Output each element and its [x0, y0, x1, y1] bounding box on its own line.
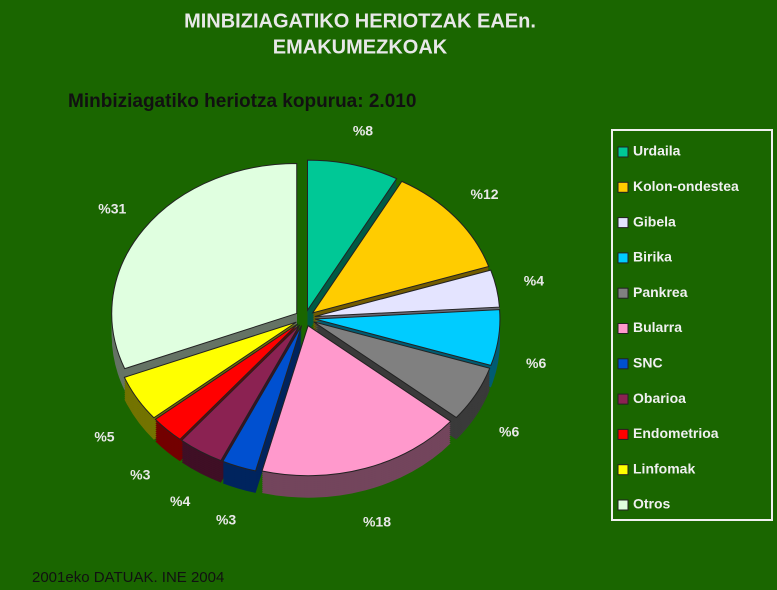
legend-label: Otros	[633, 496, 671, 512]
footer: 2001eko DATUAK. INE 2004	[32, 569, 224, 586]
chart-title: MINBIZIAGATIKO HERIOTZAK EAEn.	[184, 10, 536, 32]
legend-label: Linfomak	[633, 460, 695, 476]
legend-swatch	[617, 287, 629, 299]
legend-swatch	[617, 181, 629, 193]
chart-title: EMAKUMEZKOAK	[273, 36, 448, 58]
legend-swatch	[617, 358, 629, 370]
legend-swatch	[617, 393, 629, 405]
slice	[314, 309, 501, 366]
slice	[123, 321, 297, 419]
data-label: %3	[216, 511, 236, 527]
data-label: %5	[94, 428, 114, 444]
data-label: %6	[526, 355, 546, 371]
legend-box	[611, 129, 773, 521]
legend-label: Birika	[633, 249, 672, 265]
legend-swatch	[617, 323, 629, 334]
legend-label: Bularra	[633, 319, 682, 335]
legend-label: Pankrea	[633, 284, 688, 300]
legend-label: Endometrioa	[633, 425, 719, 441]
data-label: %3	[130, 467, 150, 483]
slice	[306, 159, 398, 312]
data-label: %18	[363, 513, 391, 529]
slice	[261, 324, 452, 477]
slice	[222, 325, 303, 472]
data-label: %31	[98, 201, 126, 217]
slice	[311, 180, 490, 314]
legend-label: Urdaila	[633, 143, 681, 159]
data-label: %6	[499, 423, 519, 439]
slice	[314, 269, 500, 317]
legend-label: Gibela	[633, 213, 676, 229]
data-label: %4	[170, 493, 190, 509]
legend-swatch	[617, 252, 629, 264]
slice	[313, 321, 491, 419]
data-label: %4	[524, 273, 544, 289]
legend-swatch	[617, 464, 629, 476]
legend-label: Obarioa	[633, 390, 686, 406]
legend-label: SNC	[633, 355, 663, 371]
chart-subtitle: Minbiziagatiko heriotza kopurua: 2.010	[68, 91, 416, 112]
data-label: %8	[353, 123, 373, 139]
slice	[154, 323, 299, 440]
legend-swatch	[617, 217, 629, 229]
legend-label: Kolon-ondestea	[633, 178, 739, 194]
data-label: %12	[471, 186, 499, 202]
legend-swatch	[617, 499, 629, 511]
legend-swatch	[617, 146, 629, 158]
slice	[111, 162, 298, 370]
legend-swatch	[617, 428, 629, 440]
slice	[180, 324, 301, 462]
